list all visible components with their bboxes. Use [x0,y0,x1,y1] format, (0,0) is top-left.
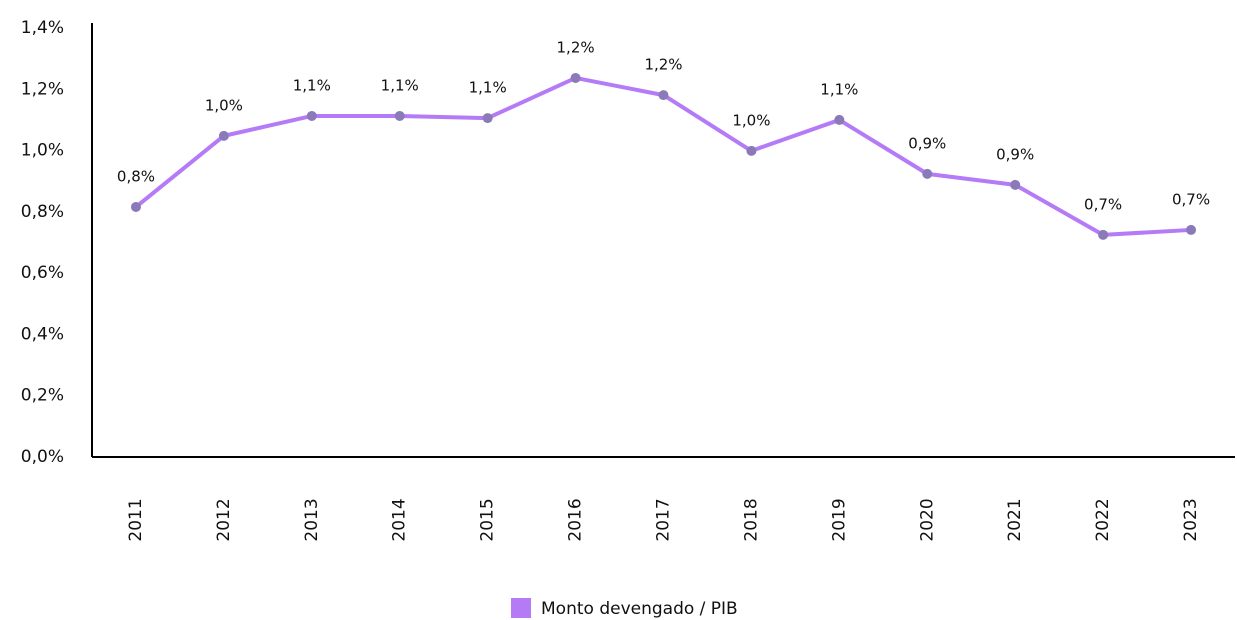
x-tick-label: 2011 [126,498,146,541]
data-point [922,168,933,179]
data-label: 0,9% [908,134,946,152]
data-label: 0,7% [1084,195,1122,213]
x-tick-label: 2016 [566,498,586,541]
data-point [658,90,669,101]
data-label: 0,7% [1172,190,1210,208]
data-point [746,145,757,156]
data-point [1010,179,1021,190]
data-label: 1,1% [820,80,858,98]
x-tick-label: 2022 [1093,498,1113,541]
data-label: 1,0% [205,96,243,114]
x-tick-label: 2013 [302,498,322,541]
data-point [834,114,845,125]
data-label: 1,1% [293,76,331,94]
data-point [1098,229,1109,240]
data-label: 1,2% [644,56,682,74]
x-tick-label: 2012 [214,498,234,541]
data-point [482,113,493,124]
x-tick-label: 2017 [654,498,674,541]
legend-label: Monto devengado / PIB [541,599,738,619]
data-label: 1,2% [557,38,595,56]
x-tick-label: 2014 [390,498,410,541]
x-tick-label: 2020 [917,498,937,541]
x-tick-label: 2015 [478,498,498,541]
data-label: 1,1% [469,79,507,97]
y-tick-label: 0,6% [21,263,64,283]
y-tick-label: 0,4% [21,324,64,344]
x-tick-label: 2019 [829,498,849,541]
data-label: 1,0% [732,111,770,129]
data-label: 0,8% [117,167,155,185]
data-label: 0,9% [996,145,1034,163]
y-tick-label: 0,0% [21,447,64,467]
data-point [1186,224,1197,235]
data-point [570,72,581,83]
y-tick-label: 0,8% [21,202,64,222]
data-label: 1,1% [381,76,419,94]
y-tick-label: 1,2% [21,79,64,99]
x-tick-label: 2021 [1005,498,1025,541]
y-tick-label: 0,2% [21,386,64,406]
data-point [306,110,317,121]
x-tick-label: 2018 [741,498,761,541]
legend-swatch [511,598,531,618]
y-tick-label: 1,4% [21,18,64,38]
y-tick-label: 1,0% [21,141,64,161]
data-point [394,110,405,121]
data-point [130,201,141,212]
x-tick-label: 2023 [1181,498,1201,541]
data-point [218,130,229,141]
